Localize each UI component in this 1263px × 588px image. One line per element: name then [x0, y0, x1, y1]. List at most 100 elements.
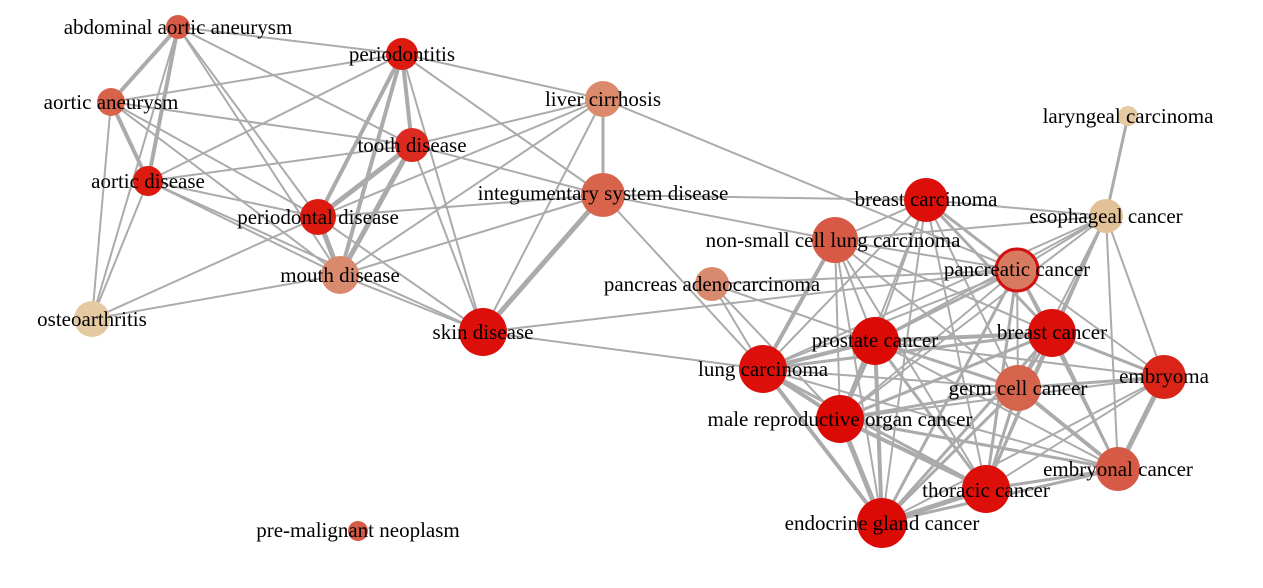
- edge-esophageal-cancer--embryoma: [1105, 215, 1165, 378]
- label-abdominal-aortic-aneurysm: abdominal aortic aneurysm: [64, 15, 293, 39]
- label-pancreatic-cancer: pancreatic cancer: [944, 257, 1090, 281]
- edge-prostate-cancer--thoracic-cancer: [873, 339, 988, 491]
- label-skin-disease: skin disease: [433, 320, 534, 344]
- edge-embryoma--endocrine-gland-cancer: [881, 376, 1165, 524]
- node-thoracic-cancer[interactable]: [962, 465, 1010, 513]
- node-laryngeal-carcinoma[interactable]: [1118, 106, 1138, 126]
- label-aortic-disease: aortic disease: [91, 169, 205, 193]
- label-pancreas-adenocarcinoma: pancreas adenocarcinoma: [604, 272, 821, 296]
- node-liver-cirrhosis[interactable]: [585, 81, 621, 117]
- label-periodontal-disease: periodontal disease: [237, 205, 399, 229]
- edge-periodontal-disease--integumentary-system-disease: [317, 194, 604, 218]
- node-skin-disease[interactable]: [459, 308, 507, 356]
- node-breast-carcinoma[interactable]: [904, 178, 948, 222]
- edge-tooth-disease--periodontal-disease: [315, 142, 415, 220]
- node-pancreatic-cancer[interactable]: [994, 247, 1040, 293]
- node-embryonal-cancer[interactable]: [1096, 447, 1140, 491]
- label-layer: abdominal aortic aneurysm periodontitis ao…: [37, 15, 1214, 542]
- edge-breast-cancer--embryonal-cancer: [1050, 331, 1120, 471]
- edge-breast-carcinoma--breast-cancer: [924, 198, 1054, 335]
- edge-pancreatic-cancer--lung-carcinoma: [762, 269, 1018, 370]
- label-laryngeal-carcinoma: laryngeal carcinoma: [1043, 104, 1214, 128]
- node-endocrine-gland-cancer[interactable]: [857, 498, 907, 548]
- node-esophageal-cancer[interactable]: [1089, 199, 1123, 233]
- edge-osteoarthritis--mouth-disease: [91, 274, 341, 320]
- edge-esophageal-cancer--embryonal-cancer: [1105, 215, 1119, 470]
- edge-periodontal-disease--skin-disease: [317, 216, 484, 333]
- edge-skin-disease--liver-cirrhosis: [482, 98, 604, 333]
- edge-periodontitis--mouth-disease: [338, 52, 404, 277]
- edge-aortic-aneurysm--periodontal-disease: [110, 101, 319, 218]
- label-aortic-aneurysm: aortic aneurysm: [44, 90, 179, 114]
- label-non-small-cell-lung-carcinoma: non-small cell lung carcinoma: [706, 228, 962, 252]
- node-pancreas-adenocarcinoma[interactable]: [695, 267, 729, 301]
- edge-esophageal-cancer--male-reproductive-organ-cancer: [839, 215, 1107, 420]
- edge-breast-cancer--endocrine-gland-cancer: [880, 331, 1054, 525]
- node-non-small-cell-lung-carcinoma[interactable]: [812, 217, 858, 263]
- edge-prostate-cancer--embryonal-cancer: [874, 340, 1119, 470]
- node-prostate-cancer[interactable]: [851, 317, 899, 365]
- edge-abdominal-aortic-aneurysm--mouth-disease: [177, 26, 341, 276]
- edge-esophageal-cancer--non-small-cell-lung-carcinoma: [834, 215, 1107, 241]
- label-germ-cell-cancer: germ cell cancer: [949, 376, 1088, 400]
- edge-mouth-disease--skin-disease: [339, 274, 484, 333]
- node-tooth-disease[interactable]: [395, 128, 429, 162]
- node-periodontitis[interactable]: [386, 38, 418, 70]
- node-osteoarthritis[interactable]: [74, 301, 110, 337]
- label-periodontitis: periodontitis: [349, 42, 455, 66]
- edge-aortic-disease--mouth-disease: [147, 180, 341, 276]
- edge-aortic-aneurysm--periodontitis: [110, 53, 403, 103]
- label-integumentary-system-disease: integumentary system disease: [478, 181, 729, 205]
- edge-aortic-aneurysm--mouth-disease: [110, 101, 341, 276]
- label-male-reproductive-organ-cancer: male reproductive organ cancer: [708, 407, 973, 431]
- edge-layer: [91, 25, 1167, 526]
- edge-mouth-disease--integumentary-system-disease: [339, 194, 604, 276]
- node-aortic-disease[interactable]: [133, 166, 163, 196]
- edge-aortic-disease--osteoarthritis: [91, 180, 149, 320]
- node-male-reproductive-organ-cancer[interactable]: [816, 395, 864, 443]
- edge-periodontitis--liver-cirrhosis: [401, 53, 604, 100]
- edge-aortic-disease--skin-disease: [147, 180, 484, 333]
- edge-germ-cell-cancer--embryoma: [1016, 375, 1166, 390]
- edge-skin-disease--integumentary-system-disease: [480, 192, 606, 335]
- edge-periodontitis--periodontal-disease: [316, 52, 404, 219]
- edge-breast-cancer--prostate-cancer: [873, 331, 1054, 343]
- edge-embryoma--thoracic-cancer: [985, 376, 1165, 490]
- node-mouth-disease[interactable]: [321, 256, 359, 294]
- label-pre-malignant-neoplasm: pre-malignant neoplasm: [256, 518, 460, 542]
- edge-non-small-cell-lung-carcinoma--pancreatic-cancer: [834, 239, 1018, 271]
- edge-breast-cancer--male-reproductive-organ-cancer: [838, 331, 1054, 421]
- node-pre-malignant-neoplasm[interactable]: [348, 521, 368, 541]
- label-lung-carcinoma: lung carcinoma: [698, 357, 829, 381]
- node-abdominal-aortic-aneurysm[interactable]: [166, 15, 190, 39]
- edge-non-small-cell-lung-carcinoma--breast-cancer: [834, 239, 1053, 334]
- edge-skin-disease--lung-carcinoma: [482, 331, 764, 370]
- edge-esophageal-cancer--lung-carcinoma: [762, 215, 1107, 370]
- edge-aortic-disease--tooth-disease: [147, 144, 413, 182]
- edge-tooth-disease--liver-cirrhosis: [411, 98, 604, 146]
- edge-abdominal-aortic-aneurysm--osteoarthritis: [91, 26, 179, 320]
- label-breast-cancer: breast cancer: [997, 320, 1107, 344]
- edge-mouth-disease--liver-cirrhosis: [339, 98, 604, 276]
- edge-osteoarthritis--periodontal-disease: [91, 216, 319, 320]
- node-germ-cell-cancer[interactable]: [995, 365, 1041, 411]
- node-layer: [74, 15, 1186, 548]
- edge-abdominal-aortic-aneurysm--aortic-aneurysm: [109, 25, 180, 104]
- edge-lung-carcinoma--endocrine-gland-cancer: [761, 367, 884, 525]
- edge-abdominal-aortic-aneurysm--tooth-disease: [177, 26, 413, 146]
- edge-lung-carcinoma--embryonal-cancer: [762, 368, 1119, 470]
- node-integumentary-system-disease[interactable]: [581, 173, 625, 217]
- edge-prostate-cancer--germ-cell-cancer: [873, 339, 1020, 390]
- node-periodontal-disease[interactable]: [300, 199, 336, 235]
- edge-pancreas-adenocarcinoma--pancreatic-cancer: [711, 269, 1018, 285]
- node-aortic-aneurysm[interactable]: [97, 88, 125, 116]
- node-breast-cancer[interactable]: [1028, 309, 1076, 357]
- edge-germ-cell-cancer--endocrine-gland-cancer: [880, 386, 1020, 525]
- edge-aortic-disease--periodontitis: [147, 53, 403, 182]
- node-embryoma[interactable]: [1142, 355, 1186, 399]
- edge-prostate-cancer--embryoma: [874, 340, 1165, 378]
- label-osteoarthritis: osteoarthritis: [37, 307, 147, 331]
- node-lung-carcinoma[interactable]: [739, 345, 787, 393]
- edge-aortic-disease--periodontal-disease: [147, 180, 319, 218]
